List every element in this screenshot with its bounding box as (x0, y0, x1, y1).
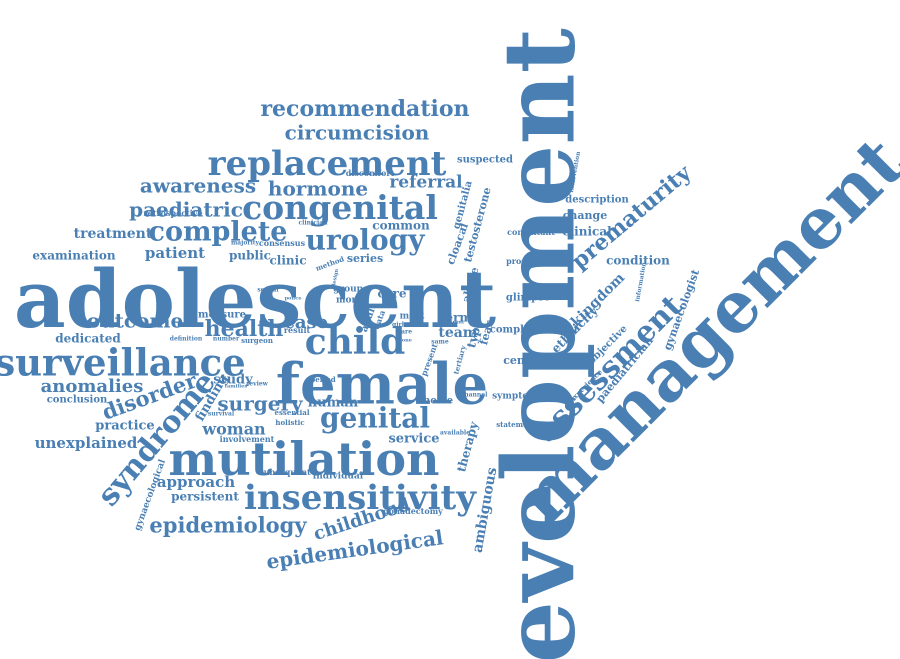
word-surgery: surgery (217, 392, 304, 416)
word-therapy: therapy (454, 419, 481, 473)
word-practice: practice (95, 419, 154, 434)
word-recommendation: recommendation (260, 96, 469, 122)
word-clinician: clinician (298, 220, 328, 227)
word-child: child (305, 321, 406, 363)
word-glimpse: glimpse (506, 293, 550, 304)
word-holistic: holistic (275, 418, 304, 427)
word-consensus: consensus (259, 238, 306, 248)
word-statement: statement (496, 420, 536, 429)
word-choice: choice (417, 396, 453, 407)
word-study: study (213, 373, 253, 388)
word-genital: genital (320, 402, 430, 435)
word-team: team (438, 325, 477, 341)
word-survival: survival (208, 411, 235, 418)
word-paediatric: paediatric (129, 198, 243, 222)
word-congenital: congenital (242, 188, 438, 227)
word-fear: fear (477, 319, 496, 346)
word-symptom: symptom (492, 392, 538, 402)
word-development: development (482, 28, 597, 659)
word-persistent: persistent (171, 490, 239, 504)
word-urologist: urologist (528, 325, 579, 336)
word-insensitivity: insensitivity (244, 478, 477, 518)
word-anomalies: anomalies (41, 376, 144, 397)
word-design: design (331, 268, 340, 288)
word-care: care (377, 287, 406, 301)
word-group: developmentmanagementadolescentfemalemut… (0, 28, 900, 659)
word-dedicated: dedicated (55, 332, 121, 346)
word-definition: definition (170, 336, 203, 343)
word-girl: girl (392, 322, 405, 329)
word-measure: measure (198, 310, 246, 321)
word-outcome: outcome (87, 309, 184, 333)
word-period: period (310, 375, 335, 384)
word-clinical: clinical (562, 225, 612, 239)
word-service: service (388, 432, 439, 447)
word-individual: individual (313, 472, 364, 482)
word-subsequent: subsequent (259, 467, 311, 477)
word-centre: centre (503, 354, 543, 367)
word-group: group (333, 285, 363, 295)
word-woman: woman (201, 420, 266, 439)
word-examination: examination (32, 249, 115, 263)
word-public: public (229, 249, 271, 263)
word-urology: urology (306, 224, 426, 257)
word-awareness: awareness (140, 174, 256, 198)
word-essential: essential (275, 408, 310, 417)
word-complex: complex (490, 325, 537, 336)
word-sexual: sexual (257, 287, 279, 294)
word-involvement: involvement (220, 434, 275, 444)
word-conclusion: conclusion (47, 395, 108, 406)
word-change: change (563, 209, 608, 222)
word-more: more (336, 296, 362, 306)
word-available: available (440, 430, 470, 437)
word-complete: complete (149, 217, 288, 248)
word-police: police (285, 296, 302, 302)
word-suspected: suspected (457, 155, 513, 166)
word-approach: approach (157, 473, 235, 491)
word-female: female (276, 352, 488, 418)
word-description: description (565, 195, 629, 206)
word-term: term (440, 311, 473, 325)
word-treatment: treatment (74, 226, 153, 242)
word-discomfort: discomfort (346, 168, 395, 178)
word-health: health (205, 316, 284, 342)
word-condition: condition (606, 254, 670, 268)
word-review: review (246, 381, 269, 388)
word-mutilation: mutilation (169, 432, 440, 486)
word-rare: rare (398, 329, 412, 336)
word-epidemiology: epidemiology (149, 513, 307, 538)
word-channel: channel (461, 392, 488, 399)
word-surveillance: surveillance (0, 341, 246, 385)
word-most: most (400, 312, 426, 322)
word-clinic: clinic (269, 254, 306, 268)
word-common: common (372, 219, 430, 233)
word-prospective: prospective (506, 256, 558, 266)
word-majority: majority (231, 240, 260, 247)
word-result: result (284, 325, 311, 335)
word-number: number (213, 336, 240, 343)
word-patient: patient (145, 244, 205, 262)
word-none: none (398, 338, 412, 344)
word-families: families (225, 384, 248, 390)
word-referral: referral (389, 173, 463, 193)
word-case: case (284, 312, 328, 333)
word-consultant: consultant (507, 227, 555, 237)
word-unexplained: unexplained (35, 434, 138, 452)
word-hormone: hormone (268, 177, 368, 201)
word-parent: parent (446, 320, 465, 326)
word-retrospective: retrospective (143, 208, 202, 218)
word-series: series (347, 252, 383, 265)
word-gonadectomy: gonadectomy (383, 506, 443, 516)
word-surgeon: surgeon (241, 336, 273, 345)
word-circumcision: circumcision (285, 121, 430, 145)
word-adolescent: adolescent (14, 252, 496, 346)
word-replacement: replacement (208, 144, 447, 184)
word-same: same (431, 339, 449, 346)
word-human: human (308, 396, 359, 411)
